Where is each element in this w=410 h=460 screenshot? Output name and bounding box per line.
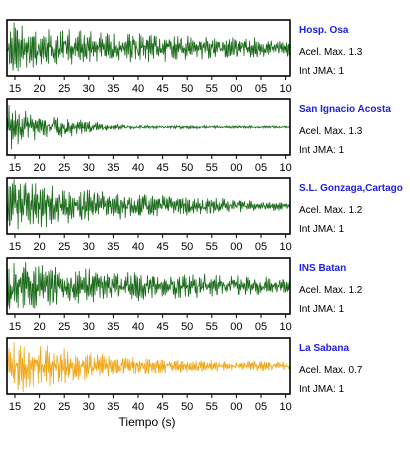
jma-intensity: Int JMA: 1 (299, 66, 344, 77)
x-tick-label: 20 (33, 241, 45, 253)
waveform-line (6, 22, 291, 72)
x-tick-label: 05 (255, 401, 267, 413)
x-tick-label: 35 (107, 162, 119, 174)
jma-intensity: Int JMA: 1 (299, 224, 344, 235)
max-acceleration: Acel. Max. 1.3 (299, 126, 363, 137)
x-tick-label: 35 (107, 321, 119, 333)
x-tick-label: 15 (9, 241, 21, 253)
x-tick-label: 25 (58, 241, 70, 253)
x-tick-label: 45 (156, 162, 168, 174)
station-name: La Sabana (299, 343, 349, 354)
x-tick-label: 55 (206, 241, 218, 253)
x-tick-label: 50 (181, 241, 193, 253)
waveform-line (6, 179, 291, 230)
x-tick-label: 30 (83, 321, 95, 333)
panel-5: 15 20 25 30 35 40 45 50 55 00 05 10 La Sabana Acel. M… (6, 337, 363, 413)
x-tick-label: 50 (181, 401, 193, 413)
x-tick-label: 25 (58, 83, 70, 95)
panel-2: 15 20 25 30 35 40 45 50 55 00 05 10 San Ignacio Acos… (6, 98, 391, 174)
x-tick-label: 00 (230, 83, 242, 95)
x-tick-label: 15 (9, 321, 21, 333)
x-tick-label: 50 (181, 321, 193, 333)
station-name: San Ignacio Acosta (299, 104, 391, 115)
x-tick-label: 30 (83, 162, 95, 174)
max-acceleration: Acel. Max. 0.7 (299, 365, 363, 376)
panel-4: 15 20 25 30 35 40 45 50 55 00 05 10 INS Batan Acel. M… (6, 257, 363, 333)
x-tick-label: 40 (132, 83, 144, 95)
jma-intensity: Int JMA: 1 (299, 384, 344, 395)
x-tick-label: 35 (107, 241, 119, 253)
x-tick-label: 40 (132, 321, 144, 333)
x-tick-label: 40 (132, 401, 144, 413)
panel-frame (6, 337, 291, 395)
x-tick-label: 00 (230, 401, 242, 413)
jma-intensity: Int JMA: 1 (299, 145, 344, 156)
x-tick-label: 00 (230, 241, 242, 253)
max-acceleration: Acel. Max. 1.2 (299, 205, 363, 216)
x-tick-label: 15 (9, 83, 21, 95)
jma-intensity: Int JMA: 1 (299, 304, 344, 315)
x-tick-label: 25 (58, 162, 70, 174)
x-tick-label: 10 (279, 83, 291, 95)
x-tick-label: 00 (230, 162, 242, 174)
x-tick-label: 10 (279, 241, 291, 253)
x-tick-label: 45 (156, 321, 168, 333)
x-tick-label: 10 (279, 321, 291, 333)
x-tick-label: 15 (9, 401, 21, 413)
station-name: INS Batan (299, 263, 346, 274)
x-tick-label: 25 (58, 401, 70, 413)
station-name: S.L. Gonzaga,Cartago (299, 183, 403, 194)
station-name: Hosp. Osa (299, 25, 349, 36)
waveform-line (6, 105, 291, 150)
x-tick-label: 45 (156, 83, 168, 95)
x-tick-label: 40 (132, 241, 144, 253)
x-tick-label: 30 (83, 241, 95, 253)
x-tick-label: 10 (279, 162, 291, 174)
x-tick-label: 10 (279, 401, 291, 413)
waveform-line (6, 262, 291, 309)
x-tick-label: 05 (255, 162, 267, 174)
x-tick-label: 55 (206, 162, 218, 174)
x-tick-label: 35 (107, 83, 119, 95)
x-tick-label: 50 (181, 162, 193, 174)
max-acceleration: Acel. Max. 1.3 (299, 47, 363, 58)
x-tick-label: 30 (83, 401, 95, 413)
panel-3: 15 20 25 30 35 40 45 50 55 00 05 10 S.L. Gonzaga,Car… (6, 177, 403, 253)
x-tick-label: 00 (230, 321, 242, 333)
panel-frame (6, 177, 291, 235)
x-tick-label: 35 (107, 401, 119, 413)
x-tick-label: 45 (156, 241, 168, 253)
x-tick-label: 25 (58, 321, 70, 333)
x-tick-label: 50 (181, 83, 193, 95)
panel-1: 15 20 25 30 35 40 45 50 55 00 05 10 Hosp. Osa Acel. M… (6, 19, 363, 95)
panel-frame (6, 257, 291, 315)
x-tick-label: 55 (206, 83, 218, 95)
x-tick-label: 20 (33, 83, 45, 95)
x-axis-title: Tiempo (s) (119, 415, 176, 429)
x-tick-label: 20 (33, 321, 45, 333)
panel-frame (6, 98, 291, 156)
waveform-line (6, 342, 291, 393)
panel-frame (6, 19, 291, 77)
x-tick-label: 55 (206, 321, 218, 333)
x-tick-label: 40 (132, 162, 144, 174)
x-tick-label: 30 (83, 83, 95, 95)
x-tick-label: 05 (255, 321, 267, 333)
x-tick-label: 55 (206, 401, 218, 413)
x-tick-label: 15 (9, 162, 21, 174)
x-tick-label: 05 (255, 241, 267, 253)
x-tick-label: 20 (33, 401, 45, 413)
x-tick-label: 20 (33, 162, 45, 174)
x-tick-label: 45 (156, 401, 168, 413)
x-tick-label: 05 (255, 83, 267, 95)
max-acceleration: Acel. Max. 1.2 (299, 285, 363, 296)
